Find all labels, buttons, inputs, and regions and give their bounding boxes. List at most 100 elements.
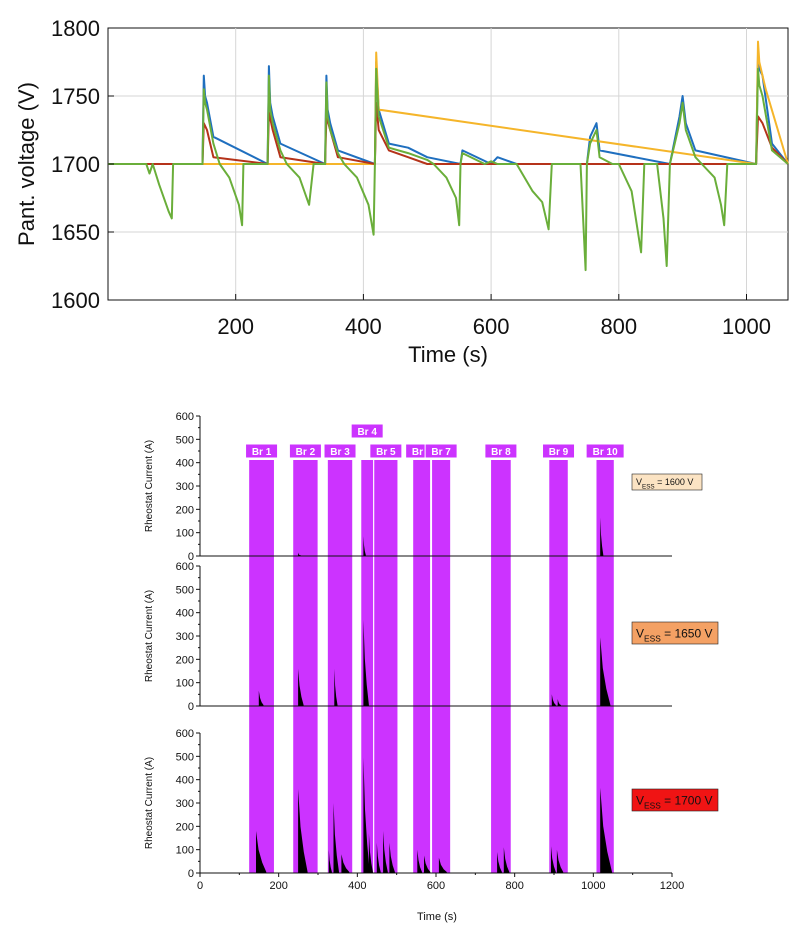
voltage-series-group: [108, 40, 789, 272]
rheostat-current-spike: [497, 852, 502, 873]
rheostat-current-spike: [333, 803, 339, 873]
rheostat-current-spike: [363, 536, 366, 556]
rheostat-current-spike: [256, 831, 267, 873]
rheostat-current-spike: [334, 668, 338, 706]
voltage-y-tick-label: 1700: [51, 152, 100, 177]
braking-band: [413, 460, 431, 873]
rheostat-y-tick-label: 200: [176, 821, 194, 833]
braking-label: Br 1: [252, 447, 272, 458]
rheostat-y-tick-label: 200: [176, 504, 194, 516]
rheostat-y-tick-label: 0: [188, 701, 194, 713]
voltage-y-ticks: 1600 1650 1700 1750 1800: [51, 16, 114, 313]
voltage-y-tick-label: 1600: [51, 288, 100, 313]
vess-label-sub: ESS: [644, 801, 661, 811]
vess-label: VESS = 1600 V: [636, 477, 693, 490]
rheostat-current-spike: [389, 842, 395, 873]
rheostat-panel: 0 100 200 300 400 500 600 Rheostat Current (A) V…: [144, 728, 719, 892]
rheostat-current-spike: [341, 854, 350, 873]
rheostat-current-spike: [600, 517, 604, 556]
braking-band: [596, 460, 614, 873]
rheostat-current-spike: [258, 690, 264, 706]
voltage-x-tick-label: 600: [473, 314, 510, 339]
rheostat-current-spike: [298, 789, 308, 873]
vess-label-box: [631, 473, 703, 491]
braking-bands: Br 1 Br 2 Br 3 Br 4 Br 5 Br 6 Br 7 Br 8 Br 9 Br 1…: [245, 423, 625, 873]
rheostat-y-tick-label: 300: [176, 631, 194, 643]
rheostat-current-spike: [383, 831, 388, 873]
rheostat-current-spike: [298, 668, 304, 706]
rheostat-x-tick-label: 0: [197, 880, 203, 892]
rheostat-y-tick-label: 0: [188, 868, 194, 880]
braking-label: Br 10: [593, 447, 618, 458]
rheostat-x-tick-label: 1200: [660, 880, 684, 892]
rheostat-y-tick-label: 400: [176, 775, 194, 787]
braking-label-box: [245, 443, 279, 459]
voltage-x-tick-label: 400: [345, 314, 382, 339]
rheostat-y-tick-label: 400: [176, 608, 194, 620]
rheostat-x-tick-label: 200: [269, 880, 287, 892]
rheostat-current-spike: [363, 757, 370, 873]
braking-label: Br 5: [376, 447, 396, 458]
rheostat-current-spike: [298, 552, 301, 556]
braking-label: Br 6: [412, 447, 432, 458]
rheostat-current-spike: [551, 694, 556, 706]
rheostat-y-tick-label: 600: [176, 728, 194, 740]
vess-label: VESS = 1650 V: [636, 626, 713, 643]
rheostat-panel: 0 100 200 300 400 500 600 Rheostat Current (A) V…: [144, 561, 719, 713]
rheostat-y-axis-label: Rheostat Current (A): [144, 590, 155, 682]
braking-label-box: [323, 443, 357, 459]
rheostat-x-tick-label: 800: [505, 880, 523, 892]
rheostat-current-spike: [328, 849, 332, 873]
rheostat-y-tick-label: 200: [176, 654, 194, 666]
braking-label-box: [424, 443, 458, 459]
rheostat-current-spike: [417, 849, 422, 873]
voltage-x-tick-label: 800: [600, 314, 637, 339]
braking-band: [327, 460, 353, 873]
braking-label-box: [484, 443, 518, 459]
rheostat-current-spike: [556, 849, 564, 873]
rheostat-x-tick-label: 400: [348, 880, 366, 892]
braking-label-box: [350, 423, 384, 439]
vess-label: VESS = 1700 V: [636, 793, 713, 810]
rheostat-y-tick-label: 100: [176, 845, 194, 857]
braking-band: [374, 460, 398, 873]
vess-label-rest: = 1700 V: [661, 793, 713, 807]
rheostat-current-spike: [424, 855, 431, 873]
rheostat-current-spike: [363, 619, 369, 706]
voltage-y-axis-label: Pant. voltage (V): [14, 82, 39, 246]
voltage-chart: 200 400 600 800 1000 1600 1650 1700 1750 1800 Ti…: [14, 16, 789, 367]
rheostat-current-spike: [551, 846, 556, 873]
rheostat-y-tick-label: 400: [176, 458, 194, 470]
rheostat-y-tick-label: 100: [176, 678, 194, 690]
vess-label-main: V: [636, 477, 642, 487]
braking-band: [293, 460, 318, 873]
rheostat-y-tick-label: 300: [176, 481, 194, 493]
rheostat-current-spike: [600, 637, 611, 706]
vess-label-box: [631, 621, 719, 645]
voltage-y-tick-label: 1650: [51, 220, 100, 245]
rheostat-x-axis-label: Time (s): [417, 911, 457, 923]
rheostat-current-spike: [600, 787, 612, 873]
braking-band: [432, 460, 451, 873]
braking-label: Br 9: [549, 447, 569, 458]
voltage-y-tick-label: 1800: [51, 16, 100, 41]
braking-label: Br 4: [357, 427, 377, 438]
vess-label-sub: ESS: [644, 634, 661, 644]
rheostat-y-tick-label: 100: [176, 528, 194, 540]
vess-label-main: V: [636, 626, 644, 640]
vess-label-sub: ESS: [642, 483, 655, 490]
voltage-x-axis-label: Time (s): [408, 342, 488, 367]
rheostat-y-tick-label: 600: [176, 561, 194, 573]
voltage-x-tick-label: 1000: [722, 314, 771, 339]
braking-label: Br 2: [296, 447, 316, 458]
braking-label: Br 8: [491, 447, 511, 458]
rheostat-x-tick-label: 600: [427, 880, 445, 892]
rheostat-current-spike: [503, 847, 510, 873]
voltage-x-tick-label: 200: [217, 314, 254, 339]
braking-label-box: [585, 443, 625, 459]
rheostat-current-spike: [438, 857, 447, 873]
braking-label-box: [542, 443, 576, 459]
voltage-plot-area: 200 400 600 800 1000 1600 1650 1700 1750 1800: [51, 16, 789, 339]
voltage-x-ticks: 200 400 600 800 1000: [217, 294, 771, 339]
vess-label-rest: = 1650 V: [661, 626, 713, 640]
